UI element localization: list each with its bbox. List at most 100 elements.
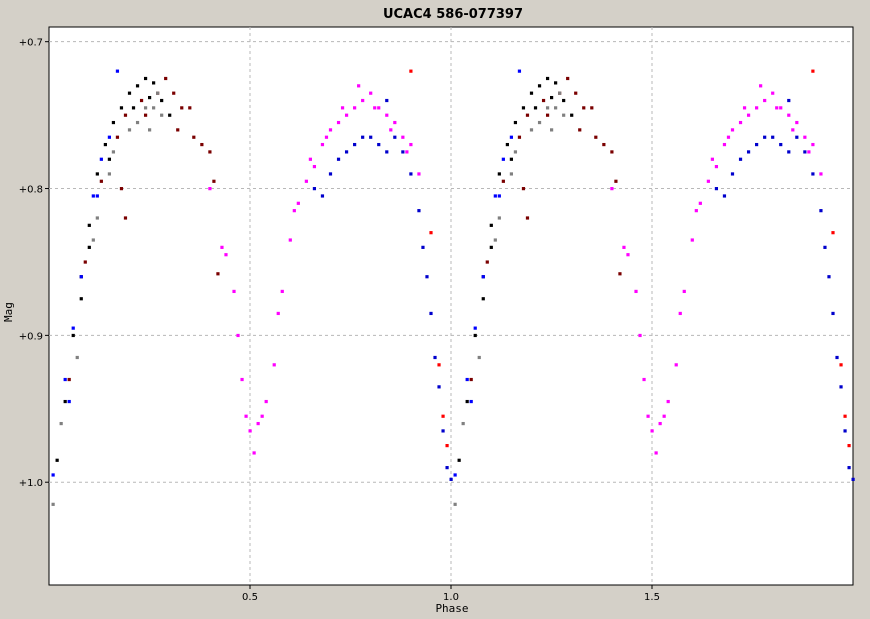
data-point — [67, 377, 71, 382]
data-point — [441, 429, 445, 433]
data-point — [248, 429, 252, 433]
y-tick-label: +1.0 — [19, 478, 43, 489]
data-point — [200, 142, 204, 147]
data-point — [746, 113, 751, 117]
data-point — [180, 106, 184, 110]
data-point — [755, 142, 759, 147]
data-point — [578, 128, 582, 132]
data-point — [148, 128, 152, 132]
data-point — [304, 179, 308, 183]
data-point — [533, 106, 538, 110]
data-point — [95, 216, 99, 220]
data-point — [143, 76, 148, 81]
data-point — [272, 363, 276, 367]
data-point — [449, 477, 453, 481]
data-point — [437, 363, 441, 367]
data-point — [505, 142, 509, 147]
data-point — [763, 135, 767, 139]
data-point — [646, 414, 650, 418]
data-point — [614, 179, 618, 183]
data-point — [763, 98, 767, 103]
data-point — [602, 142, 606, 147]
y-axis: +0.7 +0.8 +0.9 +1.0 — [19, 38, 49, 489]
data-point — [570, 113, 574, 117]
data-point — [409, 69, 413, 73]
data-point — [143, 106, 148, 110]
data-point — [662, 414, 666, 418]
data-point — [312, 187, 317, 191]
data-point — [79, 297, 83, 301]
data-point — [168, 113, 172, 117]
data-point — [224, 253, 228, 257]
data-point — [429, 311, 433, 316]
data-point — [148, 95, 152, 100]
data-point — [256, 421, 260, 426]
data-point — [485, 260, 489, 264]
data-point — [582, 106, 586, 110]
data-point — [71, 333, 75, 338]
data-point — [738, 157, 743, 161]
data-point — [545, 106, 550, 110]
data-point — [425, 275, 429, 279]
data-point — [509, 172, 513, 176]
data-point — [244, 414, 248, 418]
data-point — [111, 150, 116, 154]
data-point — [357, 84, 361, 88]
data-point — [152, 106, 156, 110]
data-point — [847, 444, 851, 448]
data-point — [276, 311, 280, 316]
data-point — [642, 377, 646, 382]
data-point — [521, 187, 526, 191]
data-point — [445, 444, 449, 448]
data-point — [51, 502, 55, 506]
data-point — [123, 216, 128, 220]
data-point — [220, 245, 224, 249]
data-point — [521, 106, 526, 110]
data-point — [489, 223, 493, 227]
data-point — [529, 91, 534, 95]
data-point — [787, 113, 791, 117]
data-point — [236, 333, 240, 338]
data-point — [172, 91, 176, 95]
data-point — [554, 106, 558, 110]
data-point — [119, 187, 124, 191]
data-point — [389, 128, 393, 132]
data-point — [779, 106, 783, 110]
data-point — [393, 135, 397, 139]
data-point — [791, 128, 795, 132]
data-point — [212, 179, 216, 183]
data-point — [839, 385, 843, 389]
data-point — [139, 98, 144, 103]
data-point — [787, 98, 791, 103]
data-point — [823, 245, 827, 249]
data-point — [344, 113, 349, 117]
data-point — [706, 179, 710, 183]
data-point — [771, 135, 775, 139]
data-point — [385, 113, 389, 117]
data-point — [525, 113, 530, 117]
data-point — [87, 223, 91, 227]
data-point — [176, 128, 180, 132]
data-point — [477, 355, 481, 360]
data-point — [714, 187, 719, 191]
data-point — [312, 165, 317, 169]
data-point — [509, 135, 513, 139]
data-point — [208, 150, 212, 154]
data-point — [292, 209, 296, 213]
data-point — [831, 311, 835, 316]
data-point — [835, 355, 839, 360]
data-point — [501, 179, 505, 183]
data-point — [115, 135, 120, 139]
data-point — [377, 106, 381, 110]
data-point — [111, 120, 116, 125]
data-point — [361, 98, 365, 103]
data-point — [610, 187, 614, 191]
data-point — [594, 135, 598, 139]
data-point — [714, 165, 719, 169]
gridlines — [49, 27, 853, 585]
data-point — [819, 209, 823, 213]
data-point — [135, 120, 140, 125]
data-point — [779, 142, 783, 147]
data-point — [847, 466, 851, 470]
data-point — [260, 414, 264, 418]
